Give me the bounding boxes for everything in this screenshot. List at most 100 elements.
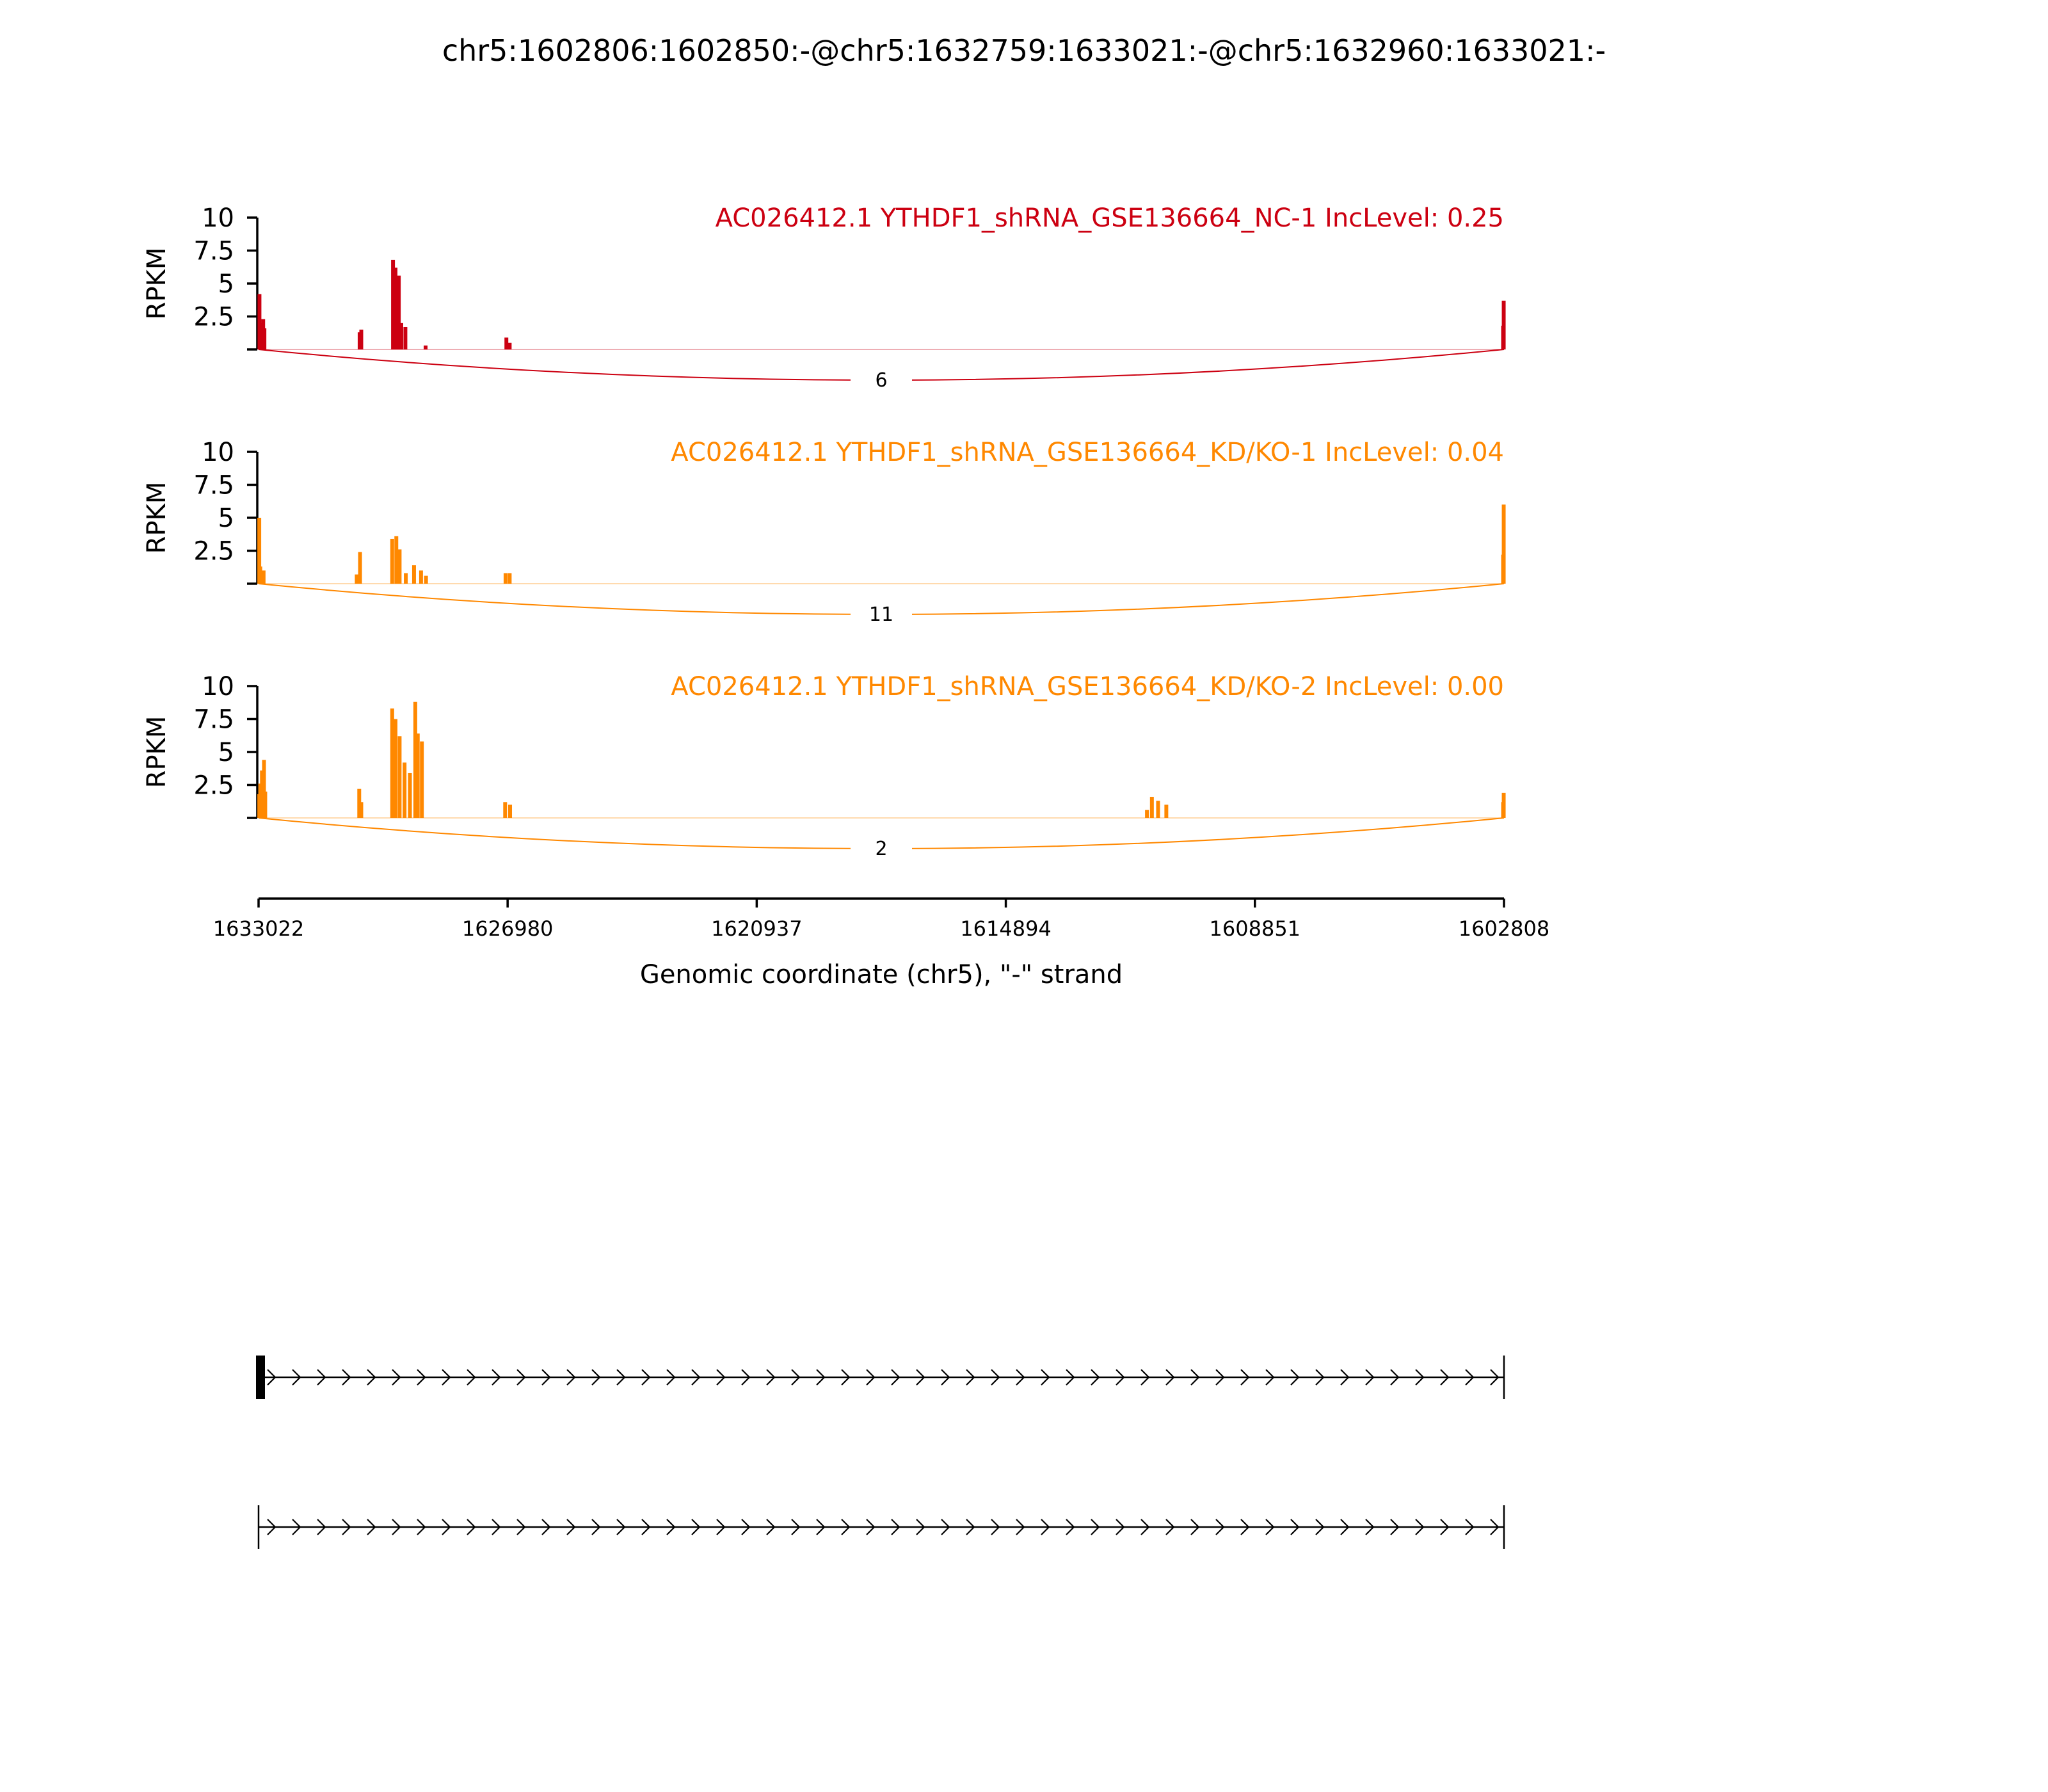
strand-arrow (941, 1519, 950, 1535)
strand-arrow (1390, 1369, 1400, 1386)
strand-arrow (591, 1369, 601, 1386)
strand-arrow (891, 1519, 900, 1535)
coverage-bar (258, 566, 262, 584)
coverage-bar (397, 736, 402, 818)
x-axis-label: Genomic coordinate (chr5), "-" strand (640, 960, 1123, 989)
coverage-bar (391, 259, 396, 349)
y-tick-label: 10 (202, 204, 234, 233)
strand-arrow (666, 1519, 676, 1535)
coverage-tracks: 2.5 5 7.5 10 RPKM AC026412.1 YTHDF1_shRNA_GSE… (142, 204, 1506, 861)
strand-arrow (516, 1519, 526, 1535)
coverage-bar (257, 294, 262, 349)
strand-arrow (467, 1519, 476, 1535)
coverage-bar (390, 708, 394, 818)
strand-arrow (1365, 1519, 1375, 1535)
coverage-bar (390, 538, 394, 584)
strand-arrow (741, 1519, 751, 1535)
junction-count-label: 6 (875, 369, 887, 392)
coverage-bar (262, 328, 267, 349)
y-tick-label: 5 (218, 738, 234, 767)
coverage-bar (503, 573, 508, 584)
coverage-bar (1156, 801, 1160, 818)
coverage-bar (508, 573, 512, 584)
strand-arrow (417, 1519, 426, 1535)
x-tick-label: 1602808 (1459, 916, 1550, 941)
coverage-bar (357, 788, 362, 818)
strand-arrow (766, 1369, 776, 1386)
strand-arrow (367, 1369, 376, 1386)
coverage-bar (403, 762, 407, 818)
coverage-bar (393, 268, 397, 349)
strand-arrow (1290, 1519, 1300, 1535)
coverage-bar (412, 565, 416, 584)
coverage-bar (424, 575, 428, 584)
track-title: AC026412.1 YTHDF1_shRNA_GSE136664_NC-1 I… (716, 204, 1504, 233)
strand-arrow (1290, 1369, 1300, 1386)
y-axis-label: RPKM (142, 248, 172, 320)
strand-arrow (1240, 1519, 1250, 1535)
strand-arrow (791, 1519, 801, 1535)
x-tick-label: 1633022 (213, 916, 305, 941)
strand-arrow (1265, 1369, 1275, 1386)
strand-arrow (1465, 1369, 1475, 1386)
coverage-bar (508, 804, 513, 818)
strand-arrow (1365, 1369, 1375, 1386)
strand-arrow (1016, 1519, 1025, 1535)
strand-arrow (1116, 1519, 1125, 1535)
coverage-bar (1149, 797, 1154, 818)
x-tick-label: 1614894 (960, 916, 1052, 941)
strand-arrow (541, 1369, 551, 1386)
strand-arrow (816, 1369, 826, 1386)
strand-arrow (317, 1369, 326, 1386)
coverage-bar (1501, 504, 1506, 584)
x-axis: 1633022 1626980 1620937 1614894 1608851 16028… (213, 897, 1550, 941)
strand-arrow (616, 1519, 626, 1535)
strand-arrow (1340, 1369, 1350, 1386)
strand-arrow (492, 1369, 501, 1386)
strand-arrow (1240, 1369, 1250, 1386)
coverage-bar (355, 574, 359, 584)
strand-arrow (1041, 1519, 1050, 1535)
gene-model-row (256, 1356, 1505, 1399)
coverage-bar (262, 760, 266, 818)
strand-arrow (267, 1369, 276, 1386)
strand-arrow (941, 1369, 950, 1386)
y-tick-label: 5 (218, 504, 234, 533)
strand-arrow (267, 1519, 276, 1535)
coverage-bar (403, 326, 408, 349)
junction-count-label: 11 (869, 604, 893, 626)
strand-arrow (1415, 1519, 1425, 1535)
strand-arrow (1091, 1519, 1100, 1535)
strand-arrow (966, 1519, 975, 1535)
strand-arrow (716, 1369, 726, 1386)
strand-arrow (392, 1519, 401, 1535)
junction-label-bg (851, 602, 912, 627)
strand-arrow (1315, 1369, 1325, 1386)
coverage-bar (503, 802, 508, 818)
coverage-bar (257, 518, 262, 584)
strand-arrow (1116, 1369, 1125, 1386)
strand-arrow (891, 1369, 900, 1386)
coverage-bar (415, 733, 420, 818)
coverage-bar (419, 570, 423, 584)
strand-arrow (1165, 1519, 1175, 1535)
coverage-bar (261, 570, 266, 584)
junction-count-label: 2 (875, 838, 887, 860)
strand-arrow (442, 1519, 451, 1535)
y-tick-label: 7.5 (193, 237, 234, 266)
strand-arrow (766, 1519, 776, 1535)
strand-arrow (1490, 1519, 1500, 1535)
coverage-bar (508, 342, 512, 349)
strand-arrow (1016, 1369, 1025, 1386)
track-panel: 2.5 5 7.5 10 RPKM AC026412.1 YTHDF1_shRNA_GSE… (142, 672, 1506, 861)
coverage-bar (397, 275, 401, 349)
x-tick-label: 1608851 (1210, 916, 1301, 941)
y-tick-label: 5 (218, 269, 234, 299)
coverage-bar (1501, 300, 1506, 349)
y-tick-label: 10 (202, 672, 234, 701)
coverage-bar (423, 345, 428, 349)
coverage-bar (394, 536, 399, 584)
junction-label-bg (851, 836, 912, 861)
strand-arrow (916, 1519, 925, 1535)
gene-models (256, 1356, 1505, 1549)
